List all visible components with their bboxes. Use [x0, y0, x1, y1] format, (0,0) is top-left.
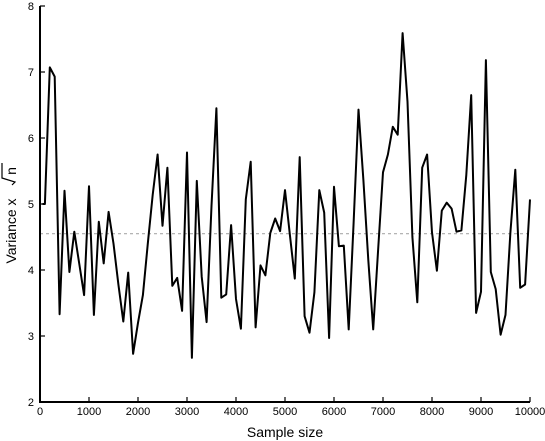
x-tick-label: 6000	[322, 406, 346, 418]
y-tick-label: 8	[28, 1, 34, 13]
x-tick-label: 7000	[371, 406, 395, 418]
sqrt-symbol	[1, 163, 17, 186]
x-tick-label: 1000	[77, 406, 101, 418]
y-axis-label-text: Variance x	[3, 198, 19, 263]
x-tick-label: 8000	[420, 406, 444, 418]
x-tick-label: 3000	[175, 406, 199, 418]
series-line-0	[42, 32, 531, 359]
y-tick-label: 3	[28, 331, 34, 343]
y-tick-label: 4	[28, 265, 34, 277]
y-tick-label: 5	[28, 199, 34, 211]
y-tick-label: 2	[28, 397, 34, 409]
y-tick-label: 7	[28, 67, 34, 79]
x-tick-label: 10000	[515, 406, 545, 418]
x-axis-label: Sample size	[247, 424, 323, 440]
x-tick-label: 4000	[224, 406, 248, 418]
y-axis-label-radicand: n	[3, 167, 19, 175]
x-tick-label: 5000	[273, 406, 297, 418]
y-axis-label: Variance x n	[1, 163, 19, 264]
x-tick-label: 0	[37, 406, 43, 418]
x-tick-label: 9000	[469, 406, 493, 418]
x-tick-label: 2000	[126, 406, 150, 418]
y-tick-label: 6	[28, 133, 34, 145]
